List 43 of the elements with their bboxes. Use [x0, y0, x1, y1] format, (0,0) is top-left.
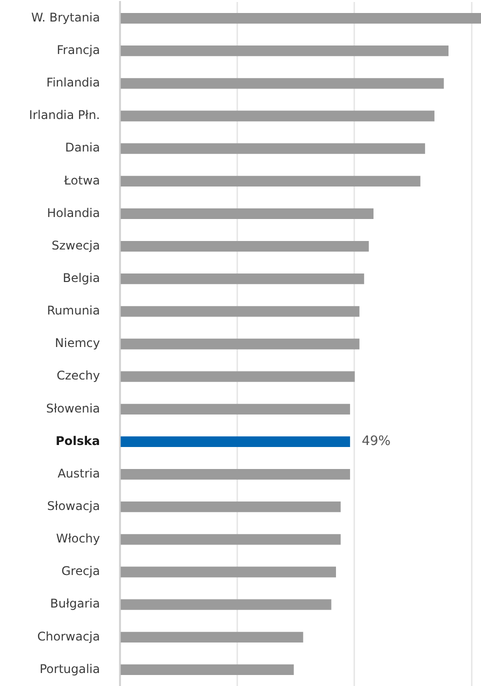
- y-tick-label: Dania: [65, 140, 100, 155]
- y-tick-label: W. Brytania: [31, 10, 100, 24]
- bar: [120, 143, 426, 154]
- y-tick-label: Bułgaria: [50, 596, 100, 611]
- bar: [120, 404, 350, 414]
- y-tick-label: Belgia: [62, 270, 100, 285]
- bar: [120, 208, 374, 220]
- y-tick-label: Szwecja: [52, 238, 100, 252]
- y-tick-label: Irlandia Płn.: [29, 108, 100, 122]
- bar: [120, 12, 481, 24]
- bar: [120, 436, 350, 448]
- y-tick-label: Słowacja: [47, 498, 100, 513]
- bar: [120, 502, 341, 512]
- bar: [120, 274, 364, 284]
- y-tick-label: Rumunia: [47, 304, 100, 318]
- y-tick-label: Portugalia: [40, 662, 100, 676]
- y-tick-label: Włochy: [56, 532, 100, 546]
- bar: [120, 110, 434, 122]
- bar: [120, 240, 369, 252]
- y-tick-label: Niemcy: [54, 336, 100, 350]
- bar: [120, 306, 360, 317]
- y-tick-label: Holandia: [47, 206, 100, 220]
- y-tick-label: Czechy: [56, 368, 100, 383]
- data-label: 49%: [362, 434, 391, 450]
- bar: [120, 78, 444, 89]
- bar: [120, 534, 341, 545]
- bar: [120, 46, 449, 56]
- y-tick-label: Finlandia: [46, 76, 100, 90]
- bar: [120, 371, 355, 382]
- bar: [120, 566, 336, 578]
- y-tick-label: Słowenia: [46, 401, 100, 416]
- bar: [120, 338, 360, 350]
- bar: [120, 599, 332, 610]
- y-tick-label: Chorwacja: [37, 629, 100, 644]
- bar: [120, 176, 420, 186]
- y-tick-label: Austria: [58, 466, 100, 480]
- bar: [120, 664, 294, 676]
- bar: [120, 468, 350, 480]
- y-tick-label: Francja: [56, 42, 100, 57]
- y-tick-label: Łotwa: [63, 173, 100, 188]
- y-tick-label: Grecja: [61, 564, 100, 578]
- y-tick-label: Polska: [56, 434, 100, 448]
- bar: [120, 632, 304, 642]
